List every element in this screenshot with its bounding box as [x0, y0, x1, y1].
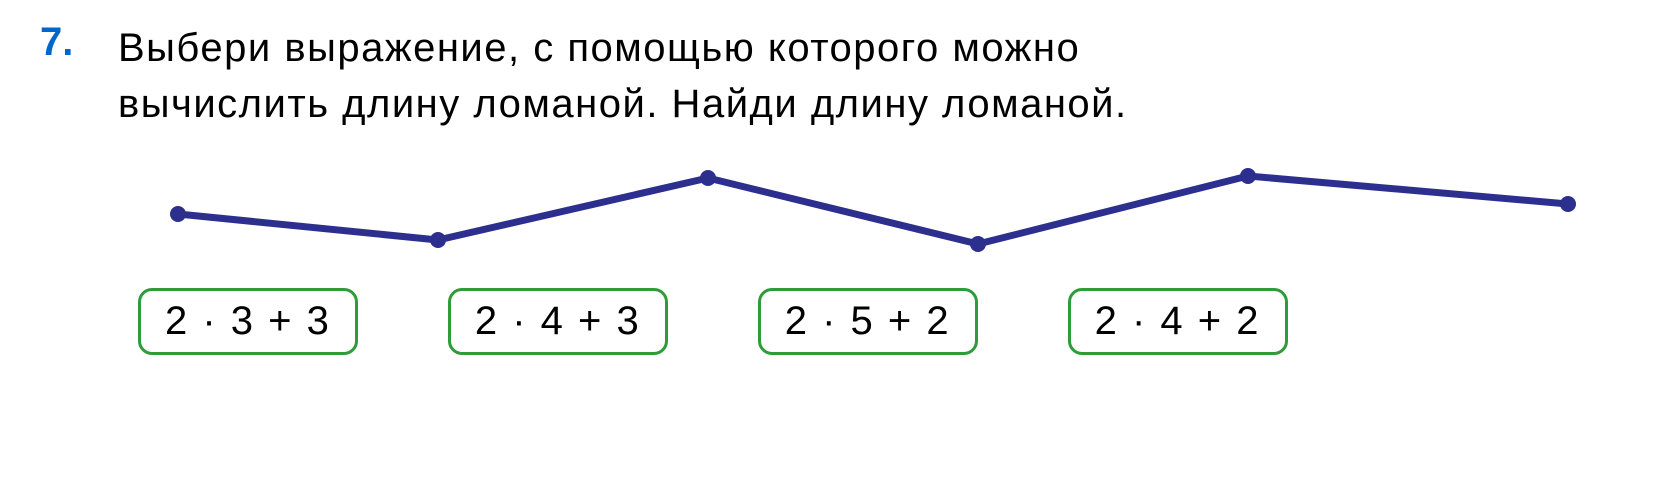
problem-content: Выбери выражение, с помощью которого мож… — [118, 20, 1636, 355]
options-row: 2 · 3 + 3 2 · 4 + 3 2 · 5 + 2 2 · 4 + 2 — [118, 288, 1636, 355]
option-2[interactable]: 2 · 4 + 3 — [448, 288, 668, 355]
polyline-vertex-3 — [970, 236, 986, 252]
option-4[interactable]: 2 · 4 + 2 — [1068, 288, 1288, 355]
option-3[interactable]: 2 · 5 + 2 — [758, 288, 978, 355]
polyline-vertex-4 — [1240, 168, 1256, 184]
polyline-vertex-2 — [700, 170, 716, 186]
text-line-1: Выбери выражение, с помощью которого мож… — [118, 26, 1080, 70]
polyline-path — [178, 176, 1568, 244]
option-1[interactable]: 2 · 3 + 3 — [138, 288, 358, 355]
polyline-diagram — [118, 160, 1636, 270]
polyline-vertex-5 — [1560, 196, 1576, 212]
problem-number: 7. — [40, 20, 88, 65]
polyline-vertex-1 — [430, 232, 446, 248]
problem-block: 7. Выбери выражение, с помощью которого … — [40, 20, 1636, 355]
text-line-2: вычислить длину ломаной. Найди длину лом… — [118, 82, 1128, 126]
problem-text: Выбери выражение, с помощью которого мож… — [118, 20, 1636, 132]
polyline-svg — [118, 160, 1618, 270]
polyline-vertex-0 — [170, 206, 186, 222]
